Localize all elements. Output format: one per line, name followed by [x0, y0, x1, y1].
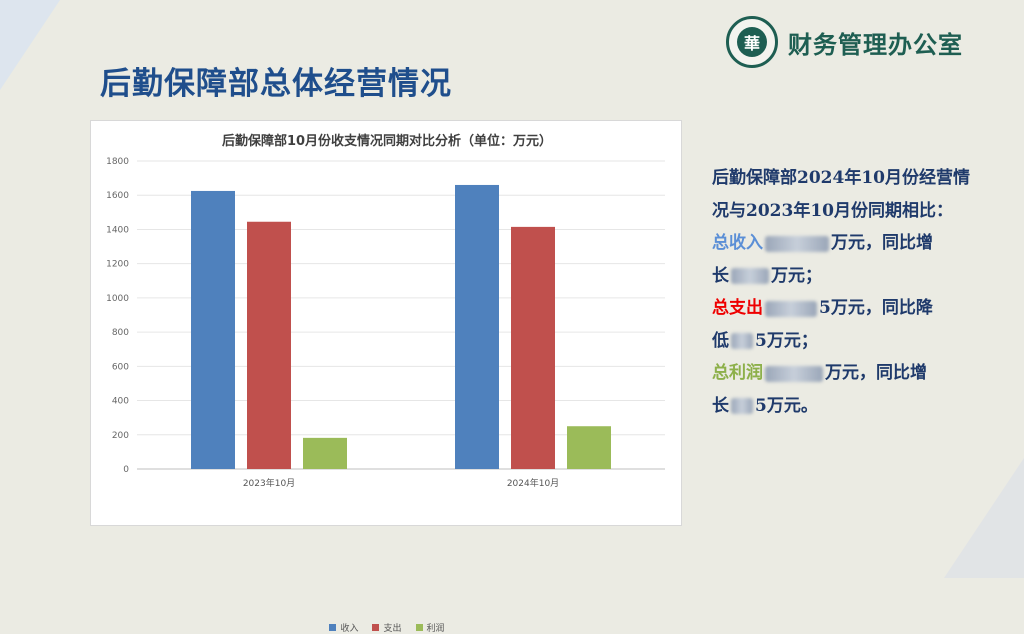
expense-tail-b: 万元；	[766, 330, 818, 351]
y-tick-label: 0	[123, 465, 129, 475]
decor-corner-bottom-right	[944, 458, 1024, 578]
decor-corner-top-left	[0, 0, 60, 90]
chart-card: 后勤保障部10月份收支情况同期对比分析（单位：万元） 0 200 400 600 800…	[90, 120, 682, 634]
income-mid: 万元，同比增	[831, 233, 933, 253]
income-key: 总收入	[712, 233, 763, 253]
income-tail-a: 长	[712, 265, 729, 286]
expense-tail-digit: 5	[755, 330, 767, 351]
x-tick-label: 2023年10月	[243, 477, 295, 489]
university-seal-icon: 華	[726, 16, 778, 68]
bar-收入	[455, 184, 499, 469]
bar-chart: 0 200 400 600 800 1000 1200 1400 1600 1800 2023年10…	[106, 157, 665, 489]
legend-item-expense: 支出	[372, 621, 402, 634]
legend-label-expense: 支出	[383, 624, 402, 634]
summary-text: 后勤保障部2024年10月份经营情况与2023年10月份同期相比： 总收入万元，…	[712, 162, 972, 422]
bar-利润	[303, 437, 347, 469]
expense-mid-digit: 5	[819, 298, 831, 318]
summary-intro: 后勤保障部2024年10月份经营情况与2023年10月份同期相比：	[712, 168, 970, 221]
redacted-value	[765, 365, 823, 382]
org-name: 财务管理办公室	[788, 29, 963, 59]
profit-mid: 万元，同比增	[825, 363, 927, 383]
x-tick-label: 2024年10月	[507, 477, 559, 489]
bar-支出	[511, 226, 555, 469]
redacted-value	[731, 268, 769, 284]
y-tick-label: 800	[112, 328, 129, 338]
chart-legend: 收入 支出 利润	[91, 621, 683, 634]
legend-swatch-income	[329, 624, 337, 631]
income-tail-b: 万元；	[771, 265, 822, 286]
profit-key: 总利润	[712, 363, 763, 383]
profit-tail-a: 长	[712, 395, 729, 416]
expense-mid: 万元，同比降	[830, 298, 933, 318]
summary-profit: 总利润 万元，同比增长 5万元。	[712, 357, 972, 422]
legend-swatch-expense	[372, 624, 380, 631]
y-tick-label: 1200	[106, 260, 129, 270]
redacted-value	[765, 300, 817, 317]
expense-tail-a: 低	[712, 330, 729, 351]
bar-利润	[567, 426, 611, 469]
legend-swatch-profit	[415, 624, 423, 631]
redacted-value	[731, 398, 753, 414]
y-tick-label: 200	[112, 431, 129, 441]
legend-label-income: 收入	[340, 624, 359, 634]
y-tick-label: 1600	[106, 191, 129, 201]
y-tick-label: 400	[112, 397, 129, 407]
y-tick-label: 1000	[106, 294, 129, 304]
bar-收入	[191, 190, 235, 469]
profit-tail-digit: 5	[755, 395, 767, 416]
y-tick-label: 1800	[106, 157, 129, 167]
page-title: 后勤保障部总体经营情况	[100, 66, 452, 102]
y-tick-label: 600	[112, 362, 129, 372]
redacted-value	[731, 333, 753, 349]
chart-title: 后勤保障部10月份收支情况同期对比分析（单位：万元）	[221, 134, 553, 149]
profit-tail-b: 万元。	[766, 395, 818, 416]
summary-income: 总收入 万元，同比增长 万元；	[712, 227, 972, 292]
bar-支出	[247, 221, 291, 469]
legend-item-income: 收入	[329, 621, 358, 634]
header-logo-group: 華 财务管理办公室	[726, 16, 963, 68]
summary-expense: 总支出 5万元，同比降低 5万元；	[712, 292, 972, 357]
legend-item-profit: 利润	[415, 621, 445, 634]
y-tick-label: 1400	[106, 225, 129, 235]
expense-key: 总支出	[712, 298, 763, 318]
legend-label-profit: 利润	[426, 624, 445, 634]
redacted-value	[765, 235, 829, 252]
